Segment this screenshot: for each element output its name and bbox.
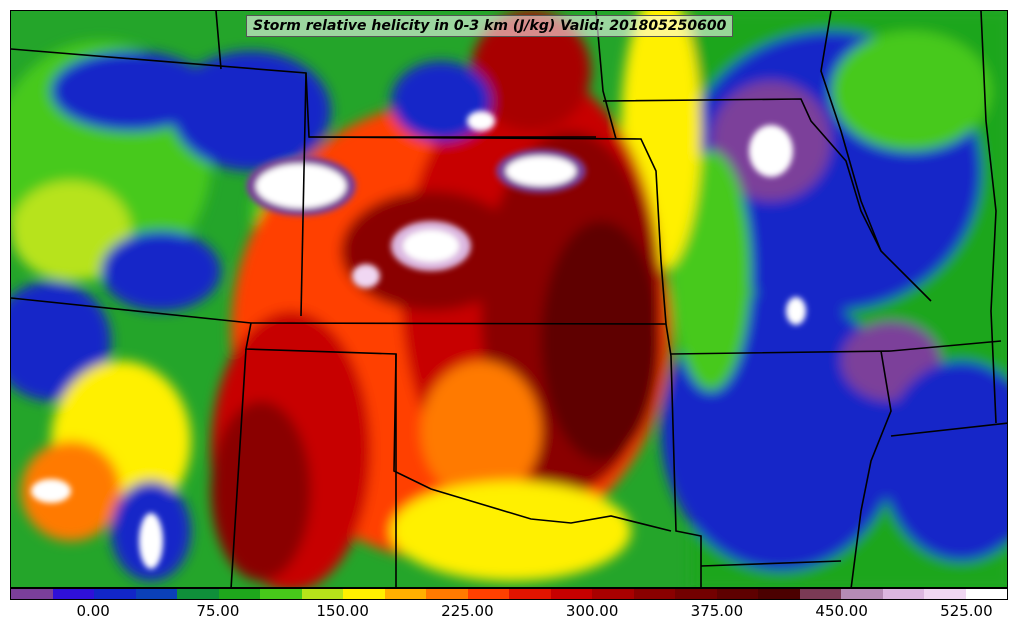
colorbar [10,588,1008,600]
colorbar-swatch [94,589,136,599]
high-helicity-cells [31,111,806,569]
colorbar-swatch [965,589,1007,599]
colorbar-swatch [841,589,883,599]
colorbar-swatch [301,589,343,599]
colorbar-swatch [592,589,634,599]
colorbar-swatch [467,589,509,599]
colorbar-swatch [260,589,302,599]
colorbar-tick-label: 150.00 [316,602,369,620]
colorbar-tick-label: 225.00 [441,602,494,620]
colorbar-swatch [384,589,426,599]
colorbar-swatch [924,589,966,599]
colorbar-swatch [716,589,758,599]
colorbar-tick-label: 450.00 [815,602,868,620]
colorbar-swatch [11,589,53,599]
colorbar-swatch [882,589,924,599]
map-title: Storm relative helicity in 0-3 km (J/kg)… [246,15,734,37]
colorbar-tick-label: 0.00 [76,602,110,620]
colorbar-swatch [426,589,468,599]
colorbar-swatch [218,589,260,599]
helicity-field-map [11,11,1007,587]
colorbar-tick-label: 525.00 [940,602,993,620]
colorbar-swatch [343,589,385,599]
colorbar-swatch [135,589,177,599]
colorbar-swatch [509,589,551,599]
map-panel: Storm relative helicity in 0-3 km (J/kg)… [10,10,1008,588]
colorbar-tick-label: 75.00 [196,602,240,620]
state-boundaries [11,11,1007,587]
colorbar-tick-label: 300.00 [565,602,619,620]
helicity-contours [11,11,1007,587]
colorbar-tick-label: 375.00 [690,602,744,620]
colorbar-swatch [799,589,841,599]
colorbar-swatch [177,589,219,599]
colorbar-swatch [550,589,592,599]
colorbar-swatch [52,589,94,599]
colorbar-swatch [758,589,800,599]
colorbar-swatch [675,589,717,599]
colorbar-swatch [633,589,675,599]
colorbar-ticks: 0.00 75.00 150.00 225.00 300.00 375.00 450.00 5… [10,602,1008,624]
